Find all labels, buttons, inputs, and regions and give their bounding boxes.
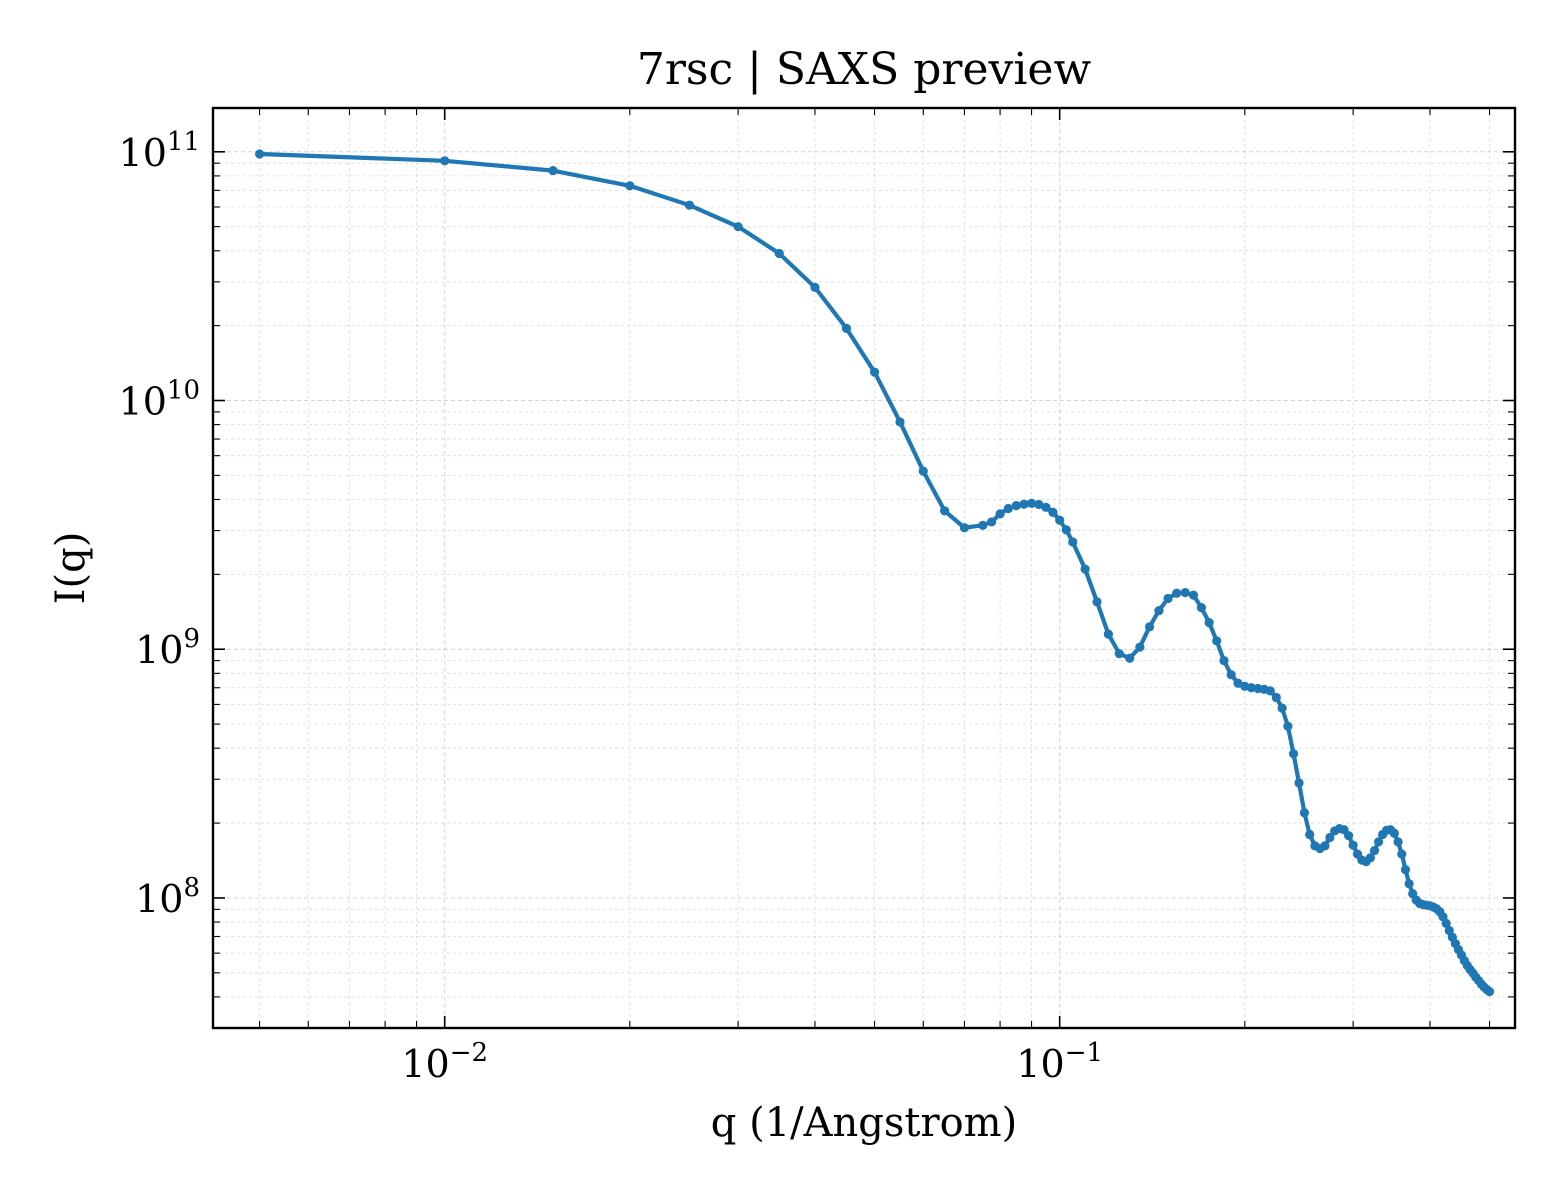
data-point — [1365, 853, 1375, 863]
data-point — [895, 417, 905, 427]
data-point — [1320, 841, 1330, 851]
data-point — [1172, 588, 1182, 598]
data-point — [548, 166, 558, 176]
data-point — [1212, 636, 1222, 646]
data-point — [1080, 564, 1090, 574]
data-point — [1271, 692, 1281, 703]
data-point — [1125, 653, 1135, 663]
data-point — [1135, 642, 1145, 652]
data-point — [1400, 865, 1411, 875]
data-point — [774, 248, 784, 259]
data-point — [1041, 502, 1051, 512]
data-point — [1114, 649, 1124, 659]
data-point — [684, 200, 695, 210]
data-point — [1034, 499, 1044, 510]
data-point — [1369, 846, 1380, 856]
data-point — [1163, 593, 1173, 604]
data-point — [940, 506, 950, 516]
data-point — [1154, 606, 1164, 616]
data-point — [810, 282, 820, 292]
data-point — [918, 466, 928, 476]
data-point — [841, 323, 852, 333]
data-point — [440, 156, 450, 166]
data-point — [1299, 808, 1310, 818]
data-point — [1277, 703, 1287, 713]
data-point — [869, 367, 880, 377]
chart-title: 7rsc | SAXS preview — [637, 44, 1092, 95]
data-point — [1344, 831, 1354, 841]
data-point — [1103, 629, 1113, 639]
data-point — [987, 517, 997, 527]
data-point — [1288, 749, 1299, 759]
x-axis-label: q (1/Angstrom) — [711, 1100, 1017, 1146]
data-point — [1003, 503, 1013, 514]
data-point — [1283, 721, 1293, 731]
data-point — [1294, 778, 1304, 788]
data-point — [1404, 879, 1414, 889]
data-point — [1441, 918, 1451, 929]
data-point — [1204, 617, 1214, 628]
data-point — [959, 523, 970, 533]
data-point — [1325, 832, 1335, 843]
data-point — [1348, 840, 1358, 850]
plot-frame — [211, 106, 1517, 1030]
data-point — [1092, 597, 1102, 607]
data-point — [1019, 499, 1029, 509]
data-point — [1397, 849, 1407, 859]
data-point — [1226, 670, 1236, 680]
data-point — [1144, 622, 1155, 632]
data-point — [1389, 828, 1399, 838]
y-tick-label: 109 — [135, 624, 200, 672]
grid — [213, 108, 1515, 1029]
data-point — [625, 181, 635, 191]
data-point — [978, 520, 988, 530]
data-point — [1026, 498, 1037, 508]
y-tick-label: 108 — [135, 873, 200, 921]
y-tick-label: 1010 — [119, 376, 200, 424]
data-point — [995, 509, 1005, 519]
data-point — [1393, 837, 1403, 847]
data-point — [1305, 829, 1315, 840]
data-point — [1068, 537, 1078, 547]
data-point — [1373, 837, 1384, 847]
data-point — [1196, 603, 1207, 613]
data-point — [1055, 515, 1065, 525]
data-series — [254, 149, 1495, 997]
data-point — [254, 149, 265, 159]
data-point — [1061, 525, 1071, 535]
data-point — [1265, 686, 1275, 696]
y-tick-label: 1011 — [119, 127, 200, 175]
data-point — [733, 222, 743, 232]
data-point — [1180, 587, 1190, 598]
data-point — [1219, 656, 1229, 666]
x-tick-label: 10−1 — [1016, 1038, 1103, 1086]
axis-ticks: 10−2 10−1 108 109 1010 1011 — [119, 108, 1515, 1086]
data-point — [1048, 507, 1058, 517]
data-point — [1011, 501, 1021, 511]
data-point — [1484, 987, 1495, 997]
data-point — [1188, 590, 1199, 600]
x-tick-label: 10−2 — [401, 1038, 488, 1086]
y-axis-label: I(q) — [48, 532, 94, 605]
